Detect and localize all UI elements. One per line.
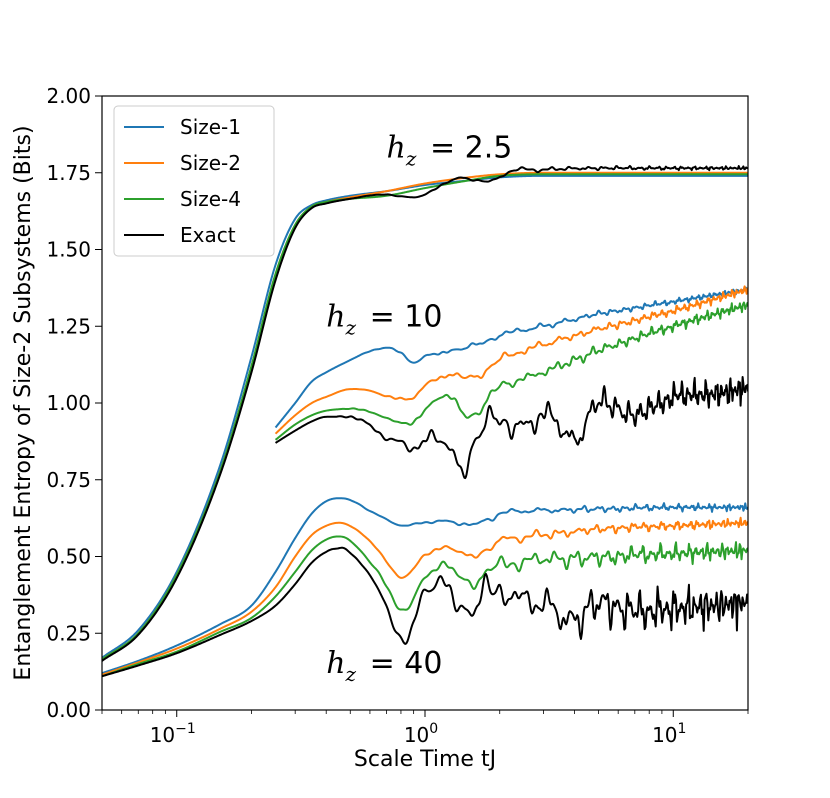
x-tick-label: 100: [404, 721, 438, 747]
series-group: [102, 497, 748, 678]
annotation-value: = 40: [360, 646, 442, 681]
x-tick-exponent: 1: [678, 721, 687, 737]
x-tick-exponent: 0: [429, 721, 438, 737]
legend-box: [113, 105, 275, 257]
x-tick-base: 10: [652, 723, 677, 747]
y-tick-label: 0.00: [46, 698, 91, 722]
legend-label: Size-4: [180, 187, 241, 211]
annotation-value: = 10: [360, 299, 442, 334]
x-tick-label: 101: [652, 721, 686, 747]
legend: Size-1 Size-2 Size-4 Exact: [113, 105, 275, 257]
legend-label: Size-1: [180, 115, 241, 139]
x-tick-base: 10: [404, 723, 429, 747]
y-axis-label: Entanglement Entropy of Size-2 Subsystem…: [11, 125, 36, 680]
series-line-size-4: [102, 173, 748, 661]
y-tick-label: 0.50: [46, 545, 91, 569]
y-tick-label: 1.75: [46, 161, 91, 185]
annotation-var: h: [326, 646, 345, 681]
y-tick-label: 0.25: [46, 621, 91, 645]
series-layer: [102, 164, 748, 678]
series-line-exact: [274, 376, 748, 480]
series-line-size-1: [102, 174, 748, 659]
annotation-var: h: [326, 299, 345, 334]
annotation-sub: z: [345, 662, 357, 686]
series-line-size-2: [274, 285, 748, 435]
series-line-exact: [102, 164, 748, 662]
y-tick-label: 0.75: [46, 468, 91, 492]
hz-annotation: hz = 2.5: [387, 130, 513, 170]
x-tick-exponent: −1: [175, 721, 196, 737]
annotation-value: = 2.5: [420, 130, 512, 165]
series-line-size-1: [102, 497, 748, 675]
annotation-sub: z: [405, 146, 417, 170]
series-group: [274, 285, 748, 480]
series-group: [102, 164, 748, 662]
legend-label: Exact: [180, 223, 236, 247]
x-axis-label: Scale Time tJ: [354, 747, 496, 772]
axis-layer: 0.000.250.500.751.001.251.501.752.0010−1…: [46, 84, 749, 747]
x-tick-label: 10−1: [150, 721, 196, 747]
hz-annotation: hz = 40: [326, 646, 442, 686]
annotation-var: h: [387, 130, 406, 165]
annotation-sub: z: [345, 315, 357, 339]
y-tick-label: 1.00: [46, 391, 91, 415]
x-tick-base: 10: [150, 723, 175, 747]
series-line-size-2: [102, 516, 748, 676]
legend-entries: Size-1 Size-2 Size-4 Exact: [124, 115, 241, 247]
series-line-size-4: [102, 535, 748, 678]
legend-label: Size-2: [180, 151, 241, 175]
series-line-exact: [102, 546, 748, 678]
y-tick-label: 1.50: [46, 238, 91, 262]
series-line-size-4: [274, 301, 748, 441]
y-tick-label: 2.00: [46, 84, 91, 108]
hz-annotation: hz = 10: [326, 299, 442, 339]
series-line-size-1: [274, 286, 748, 429]
y-tick-label: 1.25: [46, 314, 91, 338]
